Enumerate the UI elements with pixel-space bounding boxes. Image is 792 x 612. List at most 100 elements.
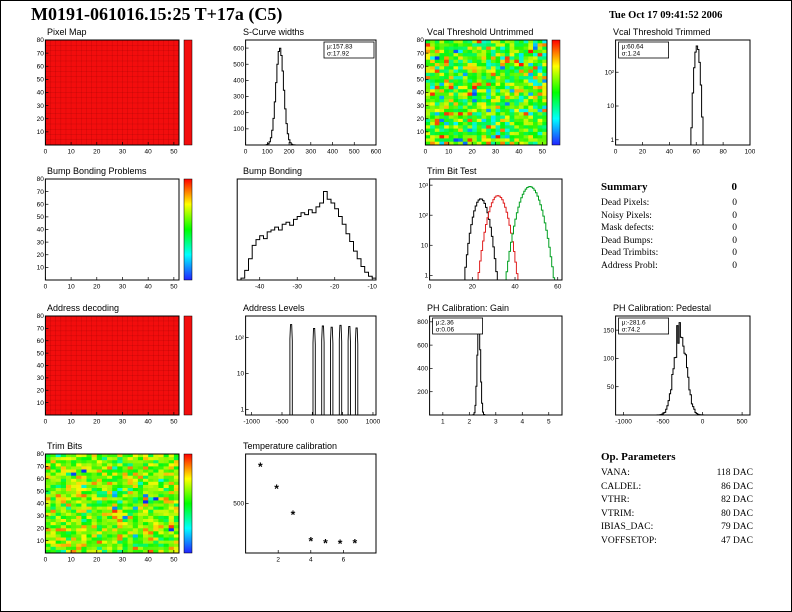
plot-ph-calibration-pedestal: PH Calibration: Pedestal -1000 -500 0 500 50 1…	[595, 303, 755, 425]
svg-text:40: 40	[37, 363, 45, 370]
svg-text:3: 3	[494, 419, 498, 426]
svg-text:600: 600	[371, 149, 381, 156]
svg-text:50: 50	[37, 214, 45, 221]
summary-total: 0	[731, 181, 738, 193]
param-row: Dead Bumps: 0	[601, 235, 737, 246]
svg-text:20: 20	[93, 149, 101, 156]
svg-text:*: *	[258, 460, 263, 474]
svg-text:100: 100	[233, 126, 244, 133]
svg-text:40: 40	[417, 90, 425, 97]
svg-text:-30: -30	[293, 284, 303, 291]
svg-text:30: 30	[37, 375, 45, 382]
svg-text:50: 50	[170, 284, 178, 291]
summary-title: Summary	[601, 181, 648, 193]
svg-text:500: 500	[737, 419, 748, 426]
svg-text:60: 60	[37, 201, 45, 208]
svg-text:6: 6	[342, 557, 346, 564]
chart-canvas: 0 10 20 30 40 50 10 20 30 40 50 60 70 80	[37, 451, 193, 564]
svg-text:300: 300	[305, 149, 316, 156]
svg-text:400: 400	[417, 366, 428, 373]
svg-text:10: 10	[67, 149, 75, 156]
svg-text:40: 40	[37, 227, 45, 234]
svg-text:20: 20	[37, 116, 45, 123]
svg-text:50: 50	[607, 384, 615, 391]
svg-text:10: 10	[67, 284, 75, 291]
svg-text:50: 50	[539, 149, 547, 156]
svg-text:600: 600	[233, 45, 244, 52]
svg-text:40: 40	[515, 149, 523, 156]
plot-scurve-widths: S-Curve widths 0 100 200 300 400 500 600 100 200 3…	[225, 27, 381, 155]
svg-text:40: 40	[37, 90, 45, 97]
param-row: Dead Trimbits: 0	[601, 248, 737, 258]
plot-title: Trim Bits	[47, 441, 83, 451]
plot-title: S-Curve widths	[243, 27, 305, 37]
summary-rows: Dead Pixels: 0 Noisy Pixels: 0 Mask defects:…	[601, 197, 737, 272]
svg-text:10: 10	[67, 557, 75, 564]
svg-text:400: 400	[327, 149, 338, 156]
svg-text:200: 200	[284, 149, 295, 156]
plot-title: Bump Bonding Problems	[47, 166, 147, 176]
svg-text:1000: 1000	[366, 419, 381, 426]
svg-text:*: *	[352, 536, 357, 550]
op-parameter-rows: VANA: 118 DAC CALDEL: 86 DAC VTHR: 82 DAC VTRI…	[601, 467, 753, 548]
page-title: M0191-061016.15:25 T+17a (C5)	[31, 4, 283, 24]
svg-text:20: 20	[37, 387, 45, 394]
svg-text:-1000: -1000	[615, 419, 632, 426]
plot-title: Vcal Threshold Untrimmed	[427, 27, 534, 37]
svg-text:20: 20	[639, 149, 647, 156]
svg-text:-500: -500	[275, 419, 288, 426]
svg-text:100: 100	[262, 149, 273, 156]
svg-text:400: 400	[233, 78, 244, 85]
param-row: VTHR: 82 DAC	[601, 495, 753, 505]
svg-text:50: 50	[170, 557, 178, 564]
svg-text:70: 70	[37, 189, 45, 196]
svg-text:70: 70	[37, 326, 45, 333]
plot-title: Address decoding	[47, 303, 120, 313]
plot-pixel-map: Pixel Map 0 10 20 30 40 50 10 20 30 40 50 60 70 80	[29, 27, 199, 155]
svg-text:80: 80	[37, 451, 45, 458]
op-parameters-panel: Op. Parameters VANA: 118 DAC CALDEL: 86 DAC…	[601, 451, 753, 548]
svg-text:0: 0	[614, 149, 618, 156]
svg-text:4: 4	[309, 557, 313, 564]
svg-text:10: 10	[421, 242, 429, 249]
chart-canvas: 0 20 40 60 80 100 1 10 10² μ:60.64σ:1.24	[605, 39, 755, 156]
svg-text:10: 10	[37, 265, 45, 272]
chart-canvas: * * * * * * * 2 4 6 500	[233, 453, 377, 564]
svg-text:60: 60	[693, 149, 701, 156]
svg-text:*: *	[323, 537, 328, 551]
svg-text:μ:157.83: μ:157.83	[327, 44, 353, 51]
svg-text:20: 20	[93, 419, 101, 426]
svg-text:-500: -500	[657, 419, 670, 426]
svg-text:30: 30	[37, 103, 45, 110]
plot-title: PH Calibration: Gain	[427, 303, 510, 313]
svg-text:40: 40	[145, 557, 153, 564]
chart-canvas: 0 10 20 30 40 50 10 20 30 40 50 60 70 80	[37, 37, 193, 156]
svg-text:0: 0	[311, 419, 315, 426]
svg-text:30: 30	[119, 284, 127, 291]
svg-text:σ:1.24: σ:1.24	[622, 51, 641, 58]
svg-text:0: 0	[701, 419, 705, 426]
plot-title: Trim Bit Test	[427, 166, 477, 176]
svg-text:μ:-281.6: μ:-281.6	[622, 320, 646, 327]
chart-canvas: 0 10 20 30 40 50 10 20 30 40 50 60 70 80	[37, 176, 193, 291]
svg-text:100: 100	[745, 149, 755, 156]
chart-canvas: 1 2 3 4 5 200 400 600 800 μ:2.36σ:0.06	[417, 315, 563, 426]
svg-text:μ:60.64: μ:60.64	[622, 44, 644, 51]
svg-text:70: 70	[37, 50, 45, 57]
svg-text:-10: -10	[368, 284, 378, 291]
svg-text:20: 20	[93, 557, 101, 564]
svg-text:10²: 10²	[605, 69, 615, 76]
plot-title: Temperature calibration	[243, 441, 338, 451]
chart-canvas: 0 20 40 60 1 10 10² 10³	[419, 178, 563, 290]
svg-text:1: 1	[441, 419, 445, 426]
svg-text:30: 30	[119, 149, 127, 156]
plot-title: Bump Bonding	[243, 166, 303, 176]
svg-text:500: 500	[233, 61, 244, 68]
svg-text:0: 0	[44, 149, 48, 156]
svg-text:600: 600	[417, 342, 428, 349]
svg-text:20: 20	[469, 149, 477, 156]
param-row: IBIAS_DAC: 79 DAC	[601, 522, 753, 532]
svg-text:70: 70	[37, 464, 45, 471]
svg-text:10²: 10²	[419, 212, 429, 219]
